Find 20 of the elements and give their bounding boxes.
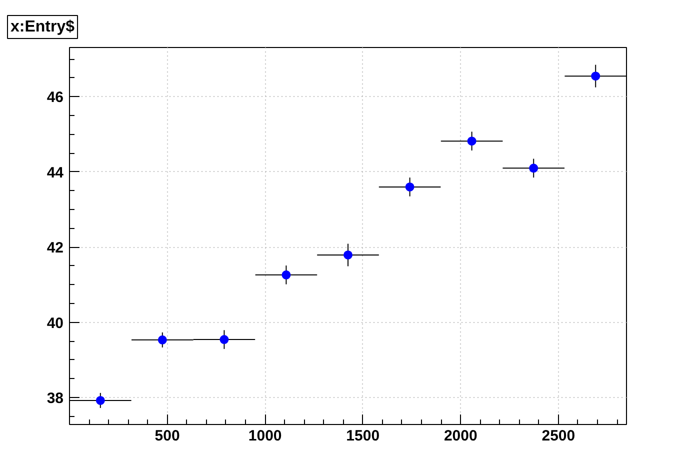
x-tick-label: 2000 (444, 428, 478, 444)
point (282, 270, 291, 280)
point (220, 335, 229, 344)
x-tick-label: 2500 (542, 428, 576, 444)
point (591, 72, 600, 81)
y-tick-label: 42 (46, 240, 64, 257)
y-tick-label: 38 (46, 390, 64, 407)
point (344, 250, 352, 260)
point (96, 396, 105, 405)
x-tick-label: 1000 (248, 428, 282, 444)
point (405, 182, 414, 192)
x-tick-label: 1500 (346, 428, 380, 444)
y-tick-label: 40 (46, 314, 64, 332)
x-tick-label: 500 (154, 428, 180, 444)
y-tick-label: 44 (46, 164, 64, 182)
point (158, 335, 167, 344)
point (529, 164, 538, 173)
chart-title: x:Entry$ (10, 18, 75, 36)
y-tick-label: 46 (46, 89, 64, 106)
point (467, 136, 476, 146)
